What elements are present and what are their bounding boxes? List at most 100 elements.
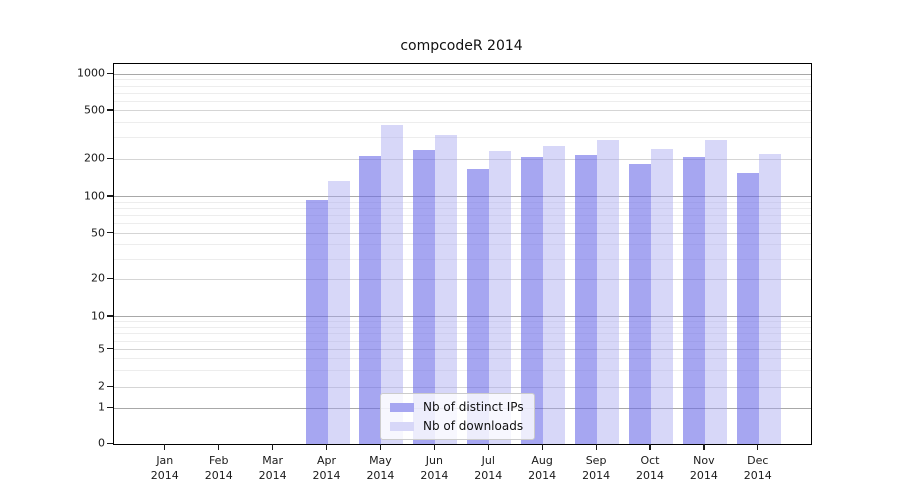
x-tick-mark-apr: [326, 444, 328, 450]
gridline-20: [114, 278, 811, 280]
x-tick-mark-jul: [487, 444, 489, 450]
bar-nb-of-downloads-oct: [650, 148, 673, 444]
y-tick-mark-100: [107, 195, 113, 197]
y-tick-label-20: 20: [91, 271, 105, 285]
y-tick-label-0: 0: [98, 436, 105, 450]
bar-nb-of-distinct-ips-jul: [467, 168, 490, 444]
x-tick-label-feb: Feb 2014: [204, 454, 233, 482]
x-tick-mark-oct: [649, 444, 651, 450]
chart-title: compcodeR 2014: [400, 38, 523, 54]
y-tick-label-100: 100: [84, 189, 105, 203]
gridline-800: [114, 85, 811, 87]
y-tick-label-1000: 1000: [77, 66, 105, 80]
gridline-10: [114, 316, 811, 318]
gridline-30: [114, 258, 811, 260]
y-tick-mark-2: [107, 385, 113, 388]
x-tick-mark-mar: [272, 444, 274, 450]
y-tick-mark-500: [107, 109, 113, 111]
legend-item-downloads: Nb of downloads: [390, 419, 524, 433]
gridline-6: [114, 340, 811, 342]
x-tick-mark-nov: [703, 444, 705, 450]
x-tick-label-sep: Sep 2014: [582, 454, 611, 482]
gridline-700: [114, 92, 811, 94]
x-tick-label-aug: Aug 2014: [528, 454, 557, 482]
gridline-2: [114, 386, 811, 388]
bar-nb-of-downloads-jul: [489, 150, 512, 444]
gridline-1000: [114, 73, 811, 75]
gridline-40: [114, 244, 811, 246]
y-tick-mark-20: [107, 277, 113, 279]
x-tick-mark-jan: [164, 444, 166, 450]
bar-nb-of-distinct-ips-oct: [628, 163, 651, 444]
y-tick-mark-5: [107, 348, 113, 350]
legend: Nb of distinct IPs Nb of downloads: [380, 393, 535, 440]
x-tick-label-oct: Oct 2014: [635, 454, 664, 482]
legend-swatch-distinct-ips: [390, 402, 414, 412]
bar-nb-of-downloads-apr: [327, 181, 350, 444]
bar-nb-of-downloads-may: [381, 124, 404, 444]
x-tick-mark-dec: [757, 444, 759, 450]
x-tick-mark-sep: [595, 444, 597, 450]
gridline-9: [114, 321, 811, 323]
x-tick-mark-aug: [541, 444, 543, 450]
x-tick-label-jun: Jun 2014: [420, 454, 449, 482]
gridline-80: [114, 208, 811, 210]
bar-nb-of-distinct-ips-sep: [575, 154, 598, 444]
gridline-600: [114, 100, 811, 102]
gridline-7: [114, 333, 811, 335]
y-tick-mark-200: [107, 157, 113, 160]
bar-nb-of-downloads-aug: [543, 145, 566, 444]
bar-nb-of-distinct-ips-aug: [521, 156, 544, 444]
bar-nb-of-distinct-ips-apr: [305, 200, 328, 444]
y-tick-label-2: 2: [98, 379, 105, 393]
x-tick-label-dec: Dec 2014: [743, 454, 772, 482]
gridline-300: [114, 137, 811, 139]
x-tick-label-jul: Jul 2014: [474, 454, 503, 482]
y-tick-label-10: 10: [91, 309, 105, 323]
bar-nb-of-distinct-ips-dec: [736, 172, 759, 444]
gridline-200: [114, 158, 811, 160]
bar-nb-of-distinct-ips-jun: [413, 150, 436, 444]
bar-nb-of-distinct-ips-nov: [682, 157, 705, 444]
gridline-900: [114, 79, 811, 81]
x-tick-label-apr: Apr 2014: [312, 454, 341, 482]
bar-nb-of-downloads-nov: [704, 139, 727, 444]
y-tick-mark-0: [107, 442, 113, 444]
gridline-100: [114, 196, 811, 198]
legend-item-distinct-ips: Nb of distinct IPs: [390, 400, 524, 414]
legend-label-downloads: Nb of downloads: [423, 419, 524, 433]
y-tick-mark-1: [107, 406, 113, 408]
gridline-400: [114, 122, 811, 124]
gridline-90: [114, 201, 811, 203]
gridline-4: [114, 358, 811, 360]
x-tick-label-mar: Mar 2014: [258, 454, 287, 482]
x-tick-label-may: May 2014: [366, 454, 395, 482]
y-tick-mark-50: [107, 232, 113, 234]
plot-area: Nb of distinct IPs Nb of downloads: [113, 63, 812, 445]
y-tick-label-200: 200: [84, 151, 105, 165]
legend-swatch-downloads: [390, 421, 414, 431]
gridline-3: [114, 370, 811, 372]
gridline-5: [114, 349, 811, 351]
y-tick-mark-10: [107, 315, 113, 317]
x-tick-mark-jun: [433, 444, 436, 450]
gridline-8: [114, 326, 811, 328]
bar-nb-of-distinct-ips-may: [359, 156, 382, 444]
bar-nb-of-downloads-sep: [597, 139, 620, 444]
gridline-50: [114, 233, 811, 235]
legend-label-distinct-ips: Nb of distinct IPs: [423, 400, 524, 414]
bar-nb-of-downloads-dec: [758, 153, 781, 444]
x-tick-mark-feb: [218, 444, 220, 450]
gridline-70: [114, 215, 811, 217]
x-tick-label-jan: Jan 2014: [150, 454, 179, 482]
gridline-60: [114, 223, 811, 225]
bar-nb-of-downloads-jun: [435, 134, 458, 444]
gridline-500: [114, 110, 811, 112]
y-tick-label-1: 1: [98, 400, 105, 414]
y-tick-label-50: 50: [91, 226, 105, 240]
y-tick-label-5: 5: [98, 342, 105, 356]
y-tick-label-500: 500: [84, 103, 105, 117]
x-tick-mark-may: [379, 444, 382, 450]
x-tick-label-nov: Nov 2014: [689, 454, 718, 482]
